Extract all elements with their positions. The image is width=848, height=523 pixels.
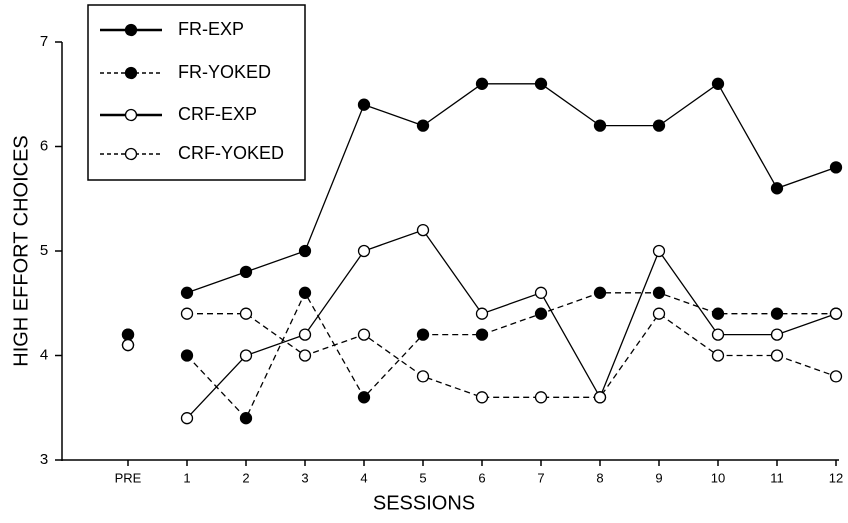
series-line [186,82,837,294]
marker [239,412,253,425]
marker [357,244,371,258]
marker [239,265,253,279]
marker [534,391,548,404]
marker [534,307,548,320]
series-line [187,312,837,398]
x-tick-label: 10 [711,470,725,485]
x-tick-label: 3 [301,470,308,485]
marker [180,412,194,425]
marker [829,370,843,383]
marker [416,370,430,383]
marker [593,286,607,299]
y-axis-label: HIGH EFFORT CHOICES [10,135,32,367]
marker [298,349,312,362]
marker [593,119,607,132]
x-tick-label: 2 [242,470,249,485]
marker [534,286,548,299]
legend-label: FR-YOKED [178,62,271,82]
marker [357,328,371,341]
x-tick-label: 5 [419,470,426,485]
marker [357,391,371,404]
marker [770,328,784,341]
marker [652,119,666,132]
y-tick-label: 6 [40,137,48,154]
marker [770,182,784,195]
marker [475,391,489,404]
y-tick-label: 3 [40,451,48,468]
marker [711,77,725,90]
marker [239,349,253,362]
marker [121,328,135,341]
x-tick-label: 11 [770,470,784,485]
x-tick-label: 12 [829,470,843,485]
x-tick-label: 4 [360,470,367,485]
marker [711,328,725,341]
marker [239,307,253,320]
legend [87,4,306,181]
marker [180,286,194,299]
marker [298,328,312,341]
legend-marker [124,147,138,161]
x-tick-label: 8 [596,470,603,485]
marker [652,307,666,320]
marker [652,286,666,299]
marker [770,349,784,362]
legend-label: CRF-EXP [178,104,257,124]
x-axis-label: SESSIONS [373,492,475,514]
marker [711,307,725,320]
x-tick-label: 7 [537,470,544,485]
y-tick-label: 5 [40,242,48,259]
x-tick-label: 6 [478,470,485,485]
x-tick-label: PRE [115,470,142,485]
marker [121,338,135,352]
marker [416,223,430,237]
marker [298,286,312,299]
marker [475,307,489,320]
marker [298,244,312,258]
legend-marker [124,23,138,37]
legend-marker [124,66,138,80]
marker [534,77,548,90]
legend-label: CRF-YOKED [178,143,284,163]
series-line [186,229,837,419]
marker [475,328,489,341]
y-tick-label: 4 [40,346,48,363]
marker [416,119,430,132]
marker [180,307,194,320]
x-tick-label: 1 [183,470,190,485]
marker [357,98,371,111]
marker [711,349,725,362]
legend-marker [124,108,138,122]
marker [475,77,489,90]
marker [416,328,430,341]
marker [180,349,194,362]
series-line [186,291,836,420]
marker [829,307,843,320]
marker [652,244,666,258]
marker [593,391,607,404]
marker [770,307,784,320]
marker [829,161,843,174]
legend-label: FR-EXP [178,19,244,39]
y-tick-label: 7 [40,33,48,50]
x-tick-label: 9 [655,470,662,485]
